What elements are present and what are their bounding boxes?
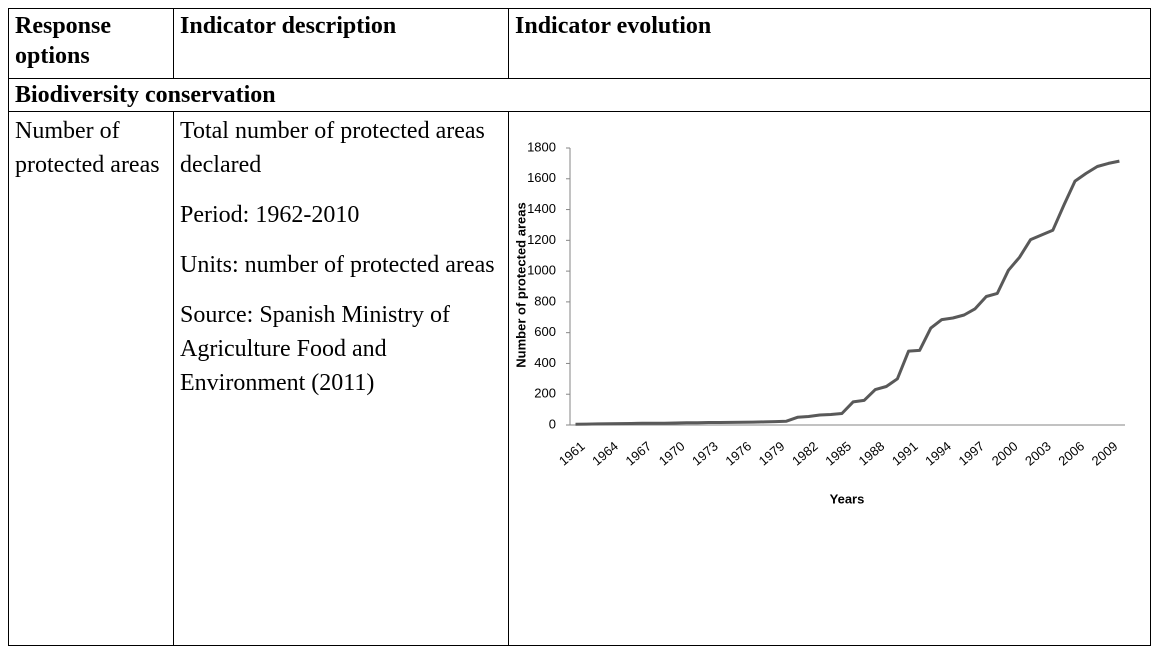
x-tick-label: 1976 xyxy=(722,438,754,468)
x-tick-label: 1961 xyxy=(556,438,588,468)
cell: Number of protected areas xyxy=(8,111,174,646)
y-tick-label: 1200 xyxy=(527,232,556,247)
description: Period: 1962-2010 xyxy=(180,202,360,228)
x-tick-label: 1979 xyxy=(756,438,788,468)
header-cell: Indicator description xyxy=(173,8,509,79)
x-tick-label: 1997 xyxy=(955,438,987,468)
y-tick-label: 1400 xyxy=(527,201,556,216)
x-tick-label: 1982 xyxy=(789,438,821,468)
y-tick-label: 600 xyxy=(534,324,556,339)
x-tick-label: 1970 xyxy=(656,438,688,468)
cell: Total number of protected areas declared… xyxy=(173,111,509,646)
table: Response options Indicator description I… xyxy=(8,8,1151,646)
data-line xyxy=(575,159,1120,426)
x-tick-label: 1973 xyxy=(689,438,721,468)
x-tick-label: 1991 xyxy=(889,438,921,468)
x-tick-label: 2006 xyxy=(1055,438,1087,468)
x-tick-label: 1988 xyxy=(856,438,888,468)
y-tick-label: 200 xyxy=(534,386,556,401)
x-tick-label: 2000 xyxy=(989,438,1021,468)
description: Total number of protected areas declared xyxy=(180,118,485,178)
x-axis-title: Years xyxy=(830,491,865,506)
y-tick-label: 1000 xyxy=(527,263,556,278)
y-tick-label: 1800 xyxy=(527,140,556,154)
y-tick-label: 1600 xyxy=(527,170,556,185)
header-cell: Indicator evolution xyxy=(508,8,1151,79)
chart: Number of protected areas Years 0 200 400 6… xyxy=(513,140,1125,506)
x-tick-label: 1994 xyxy=(922,438,954,468)
y-tick-label: 0 xyxy=(549,416,556,431)
header-cell: Response options xyxy=(8,8,174,79)
y-tick-label: 400 xyxy=(534,355,556,370)
chart-cell xyxy=(508,111,1151,646)
y-tick-label: 800 xyxy=(534,293,556,308)
description: Units: number of protected areas xyxy=(180,252,495,278)
y-axis-title: Number of protected areas xyxy=(513,202,528,367)
section-cell: Biodiversity conservation xyxy=(8,78,1151,112)
x-tick-label: 2009 xyxy=(1089,438,1121,468)
x-tick-label: 1985 xyxy=(822,438,854,468)
x-tick-label: 2003 xyxy=(1022,438,1054,468)
x-tick-label: 1964 xyxy=(589,438,621,468)
description: Source: Spanish Ministry of Agriculture … xyxy=(180,302,450,396)
x-tick-label: 1967 xyxy=(622,438,654,468)
